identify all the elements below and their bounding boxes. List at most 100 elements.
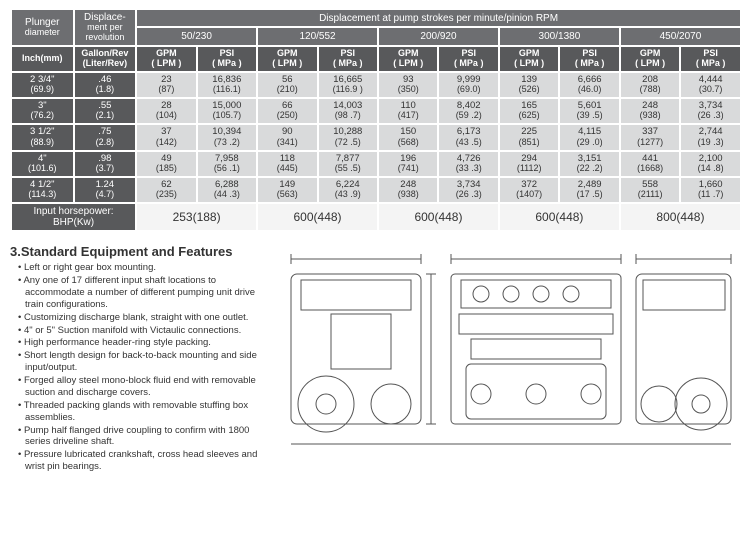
features-title-text: Standard Equipment and Features	[21, 244, 233, 259]
unit-disp-rev: Gallon/Rev(Liter/Rev)	[75, 47, 136, 71]
hdr-speed-2: 200/920	[379, 28, 498, 44]
hdr-speed-3: 300/1380	[500, 28, 619, 44]
hdr-speed-1: 120/552	[258, 28, 377, 44]
cell-2-7: 4,115(29 .0)	[560, 125, 618, 149]
cell-0-4: 93(350)	[379, 73, 437, 97]
cell-2-8: 337(1277)	[621, 125, 679, 149]
cell-0-5: 9,999(69.0)	[439, 73, 497, 97]
features-number: 3.	[10, 244, 21, 259]
cell-0-2: 56(210)	[258, 73, 316, 97]
cell-1-5: 8,402(59 .2)	[439, 99, 497, 123]
cell-2-0: 37(142)	[137, 125, 195, 149]
cell-4-9: 1,660(11 .7)	[681, 178, 740, 202]
feature-item-2: Customizing discharge blank, straight wi…	[18, 312, 270, 324]
bhp-3: 600(448)	[500, 204, 619, 230]
cell-4-2: 149(563)	[258, 178, 316, 202]
unit-gpm-3: GPM( LPM )	[500, 47, 558, 71]
features-block: 3.Standard Equipment and Features Left o…	[10, 244, 270, 474]
cell-1-1: 15,000(105.7)	[198, 99, 256, 123]
hdr-disp-rev: Displace-ment perrevolution	[75, 10, 136, 45]
cell-3-7: 3,151(22 .2)	[560, 152, 618, 176]
unit-psi-2: PSI( MPa )	[439, 47, 497, 71]
cell-0-1: 16,836(116.1)	[198, 73, 256, 97]
cell-3-1: 7,958(56 .1)	[198, 152, 256, 176]
unit-gpm-2: GPM( LPM )	[379, 47, 437, 71]
cell-4-8: 558(2111)	[621, 178, 679, 202]
cell-3-5: 4,726(33 .3)	[439, 152, 497, 176]
feature-item-6: Forged alloy steel mono-block fluid end …	[18, 375, 270, 399]
cell-2-2: 90(341)	[258, 125, 316, 149]
row-rev-1: .55(2.1)	[75, 99, 136, 123]
row-rev-3: .98(3.7)	[75, 152, 136, 176]
cell-4-4: 248(938)	[379, 178, 437, 202]
row-size-0: 2 3/4"(69.9)	[12, 73, 73, 97]
row-rev-0: .46(1.8)	[75, 73, 136, 97]
feature-item-0: Left or right gear box mounting.	[18, 262, 270, 274]
cell-3-9: 2,100(14 .8)	[681, 152, 740, 176]
unit-gpm-1: GPM( LPM )	[258, 47, 316, 71]
cell-3-6: 294(1112)	[500, 152, 558, 176]
cell-4-7: 2,489(17 .5)	[560, 178, 618, 202]
cell-1-7: 5,601(39 .5)	[560, 99, 618, 123]
spec-table: Plungerdiameter Displace-ment perrevolut…	[10, 8, 742, 232]
cell-4-0: 62(235)	[137, 178, 195, 202]
unit-psi-1: PSI( MPa )	[319, 47, 377, 71]
cell-1-8: 248(938)	[621, 99, 679, 123]
cell-0-8: 208(788)	[621, 73, 679, 97]
row-size-1: 3"(76.2)	[12, 99, 73, 123]
cell-1-6: 165(625)	[500, 99, 558, 123]
bhp-label: Input horsepower: BHP(Kw)	[12, 204, 135, 230]
cell-3-3: 7,877(55 .5)	[319, 152, 377, 176]
hdr-speed-4: 450/2070	[621, 28, 740, 44]
cell-4-3: 6,224(43 .9)	[319, 178, 377, 202]
unit-gpm-0: GPM( LPM )	[137, 47, 195, 71]
cell-2-1: 10,394(73 .2)	[198, 125, 256, 149]
cell-2-9: 2,744(19 .3)	[681, 125, 740, 149]
cell-3-0: 49(185)	[137, 152, 195, 176]
hdr-speed-0: 50/230	[137, 28, 256, 44]
cell-2-5: 6,173(43 .5)	[439, 125, 497, 149]
bhp-4: 800(448)	[621, 204, 740, 230]
cell-0-0: 23(87)	[137, 73, 195, 97]
unit-gpm-4: GPM( LPM )	[621, 47, 679, 71]
unit-psi-0: PSI( MPa )	[198, 47, 256, 71]
feature-item-7: Threaded packing glands with removable s…	[18, 400, 270, 424]
cell-1-2: 66(250)	[258, 99, 316, 123]
feature-item-3: 4" or 5" Suction manifold with Victaulic…	[18, 325, 270, 337]
feature-item-1: Any one of 17 different input shaft loca…	[18, 275, 270, 311]
feature-item-8: Pump half flanged drive coupling to conf…	[18, 425, 270, 449]
cell-1-4: 110(417)	[379, 99, 437, 123]
row-rev-2: .75(2.8)	[75, 125, 136, 149]
cell-0-7: 6,666(46.0)	[560, 73, 618, 97]
cell-4-5: 3,734(26 .3)	[439, 178, 497, 202]
unit-psi-4: PSI( MPa )	[681, 47, 740, 71]
cell-4-1: 6,288(44 .3)	[198, 178, 256, 202]
cell-3-8: 441(1668)	[621, 152, 679, 176]
bhp-1: 600(448)	[258, 204, 377, 230]
unit-plunger: Inch(mm)	[12, 47, 73, 71]
cell-2-4: 150(568)	[379, 125, 437, 149]
hdr-plunger: Plungerdiameter	[12, 10, 73, 45]
row-size-2: 3 1/2"(88.9)	[12, 125, 73, 149]
cell-4-6: 372(1407)	[500, 178, 558, 202]
cell-2-3: 10,288(72 .5)	[319, 125, 377, 149]
feature-item-9: Pressure lubricated crankshaft, cross he…	[18, 449, 270, 473]
row-size-3: 4"(101.6)	[12, 152, 73, 176]
cell-0-6: 139(526)	[500, 73, 558, 97]
cell-0-3: 16,665(116.9 )	[319, 73, 377, 97]
cell-3-4: 196(741)	[379, 152, 437, 176]
feature-item-4: High performance header-ring style packi…	[18, 337, 270, 349]
hdr-disp-group: Displacement at pump strokes per minute/…	[137, 10, 740, 26]
features-title: 3.Standard Equipment and Features	[10, 244, 270, 259]
features-list: Left or right gear box mounting.Any one …	[10, 262, 270, 473]
bhp-0: 253(188)	[137, 204, 256, 230]
unit-psi-3: PSI( MPa )	[560, 47, 618, 71]
row-rev-4: 1.24(4.7)	[75, 178, 136, 202]
spec-tbody: 2 3/4"(69.9).46(1.8)23(87)16,836(116.1)5…	[12, 73, 740, 203]
cell-1-0: 28(104)	[137, 99, 195, 123]
technical-drawing	[280, 244, 742, 474]
drawing-svg	[280, 244, 742, 464]
cell-1-3: 14,003(98 .7)	[319, 99, 377, 123]
cell-0-9: 4,444(30.7)	[681, 73, 740, 97]
feature-item-5: Short length design for back-to-back mou…	[18, 350, 270, 374]
